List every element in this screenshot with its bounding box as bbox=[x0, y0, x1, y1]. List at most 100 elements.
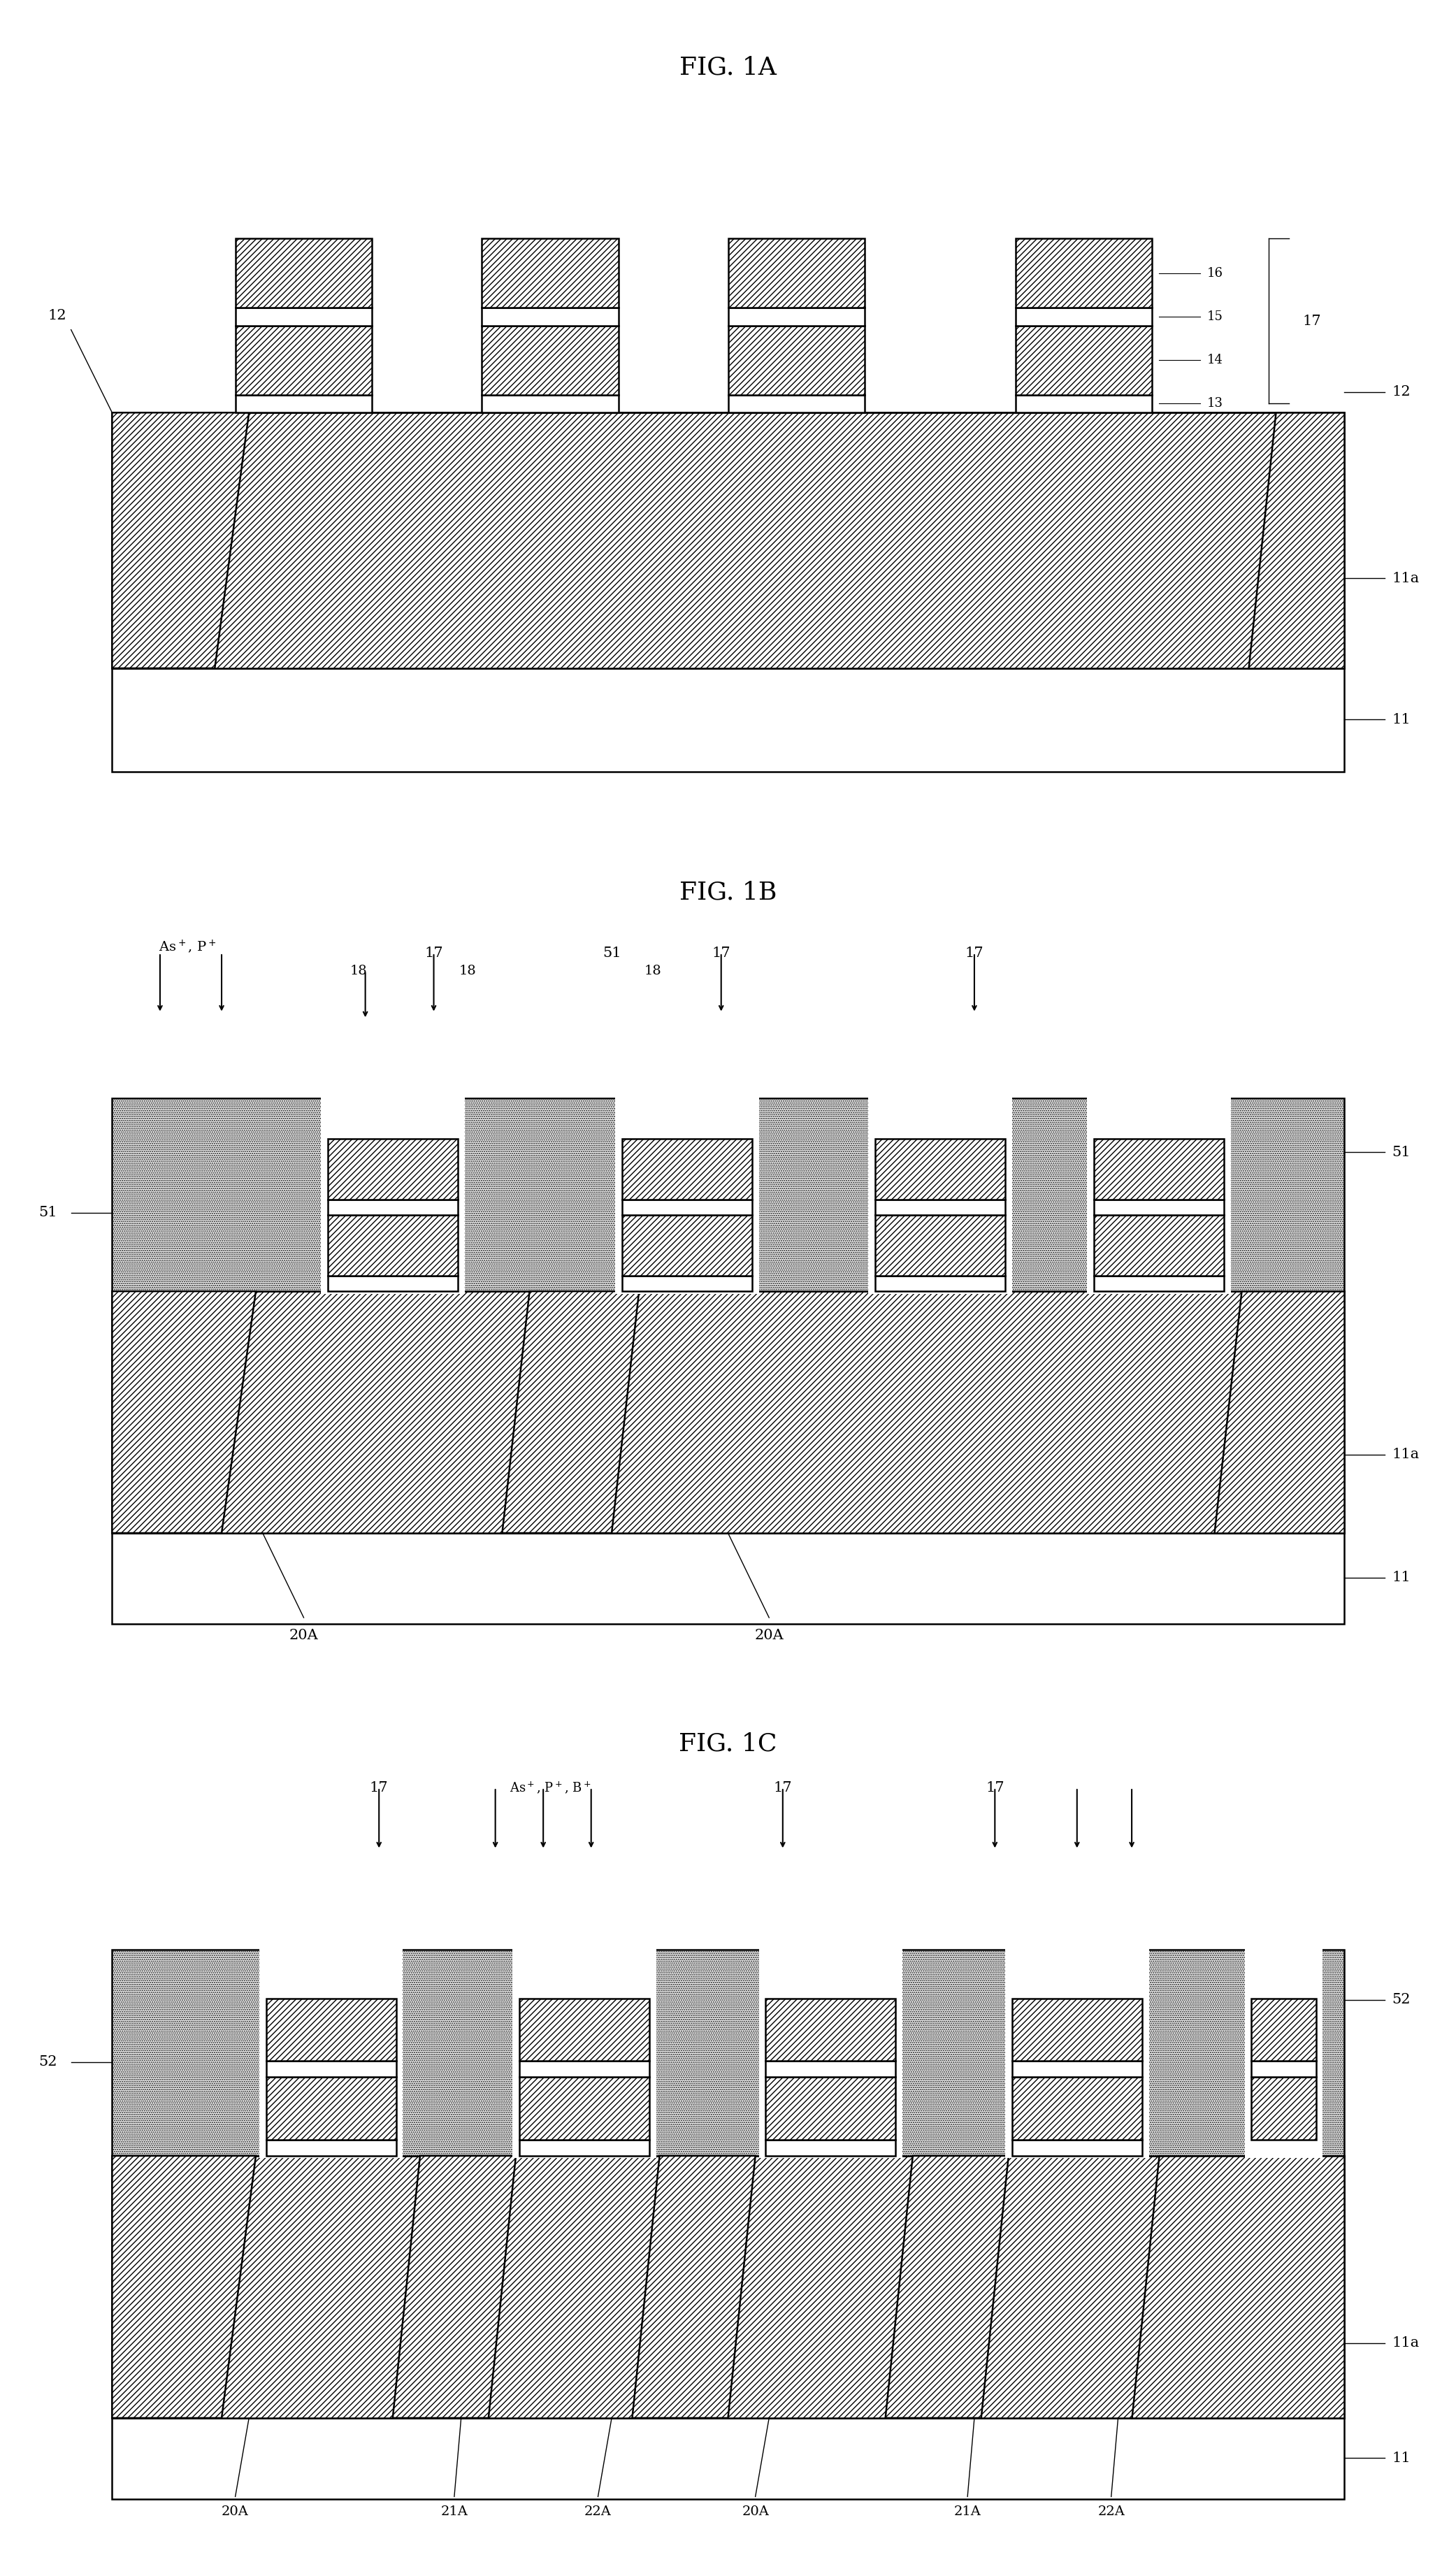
Text: 17: 17 bbox=[965, 945, 984, 958]
Polygon shape bbox=[1248, 412, 1344, 667]
Bar bbox=[1015, 394, 1152, 412]
Text: 52: 52 bbox=[39, 2056, 57, 2069]
Text: 11a: 11a bbox=[1392, 572, 1420, 585]
Bar bbox=[1012, 2061, 1142, 2076]
Bar bbox=[1012, 1999, 1142, 2061]
Bar bbox=[766, 2061, 895, 2076]
Text: 51: 51 bbox=[603, 945, 620, 958]
Bar bbox=[614, 1095, 759, 1293]
Bar bbox=[236, 307, 373, 325]
Bar bbox=[320, 1095, 464, 1293]
Bar bbox=[766, 2141, 895, 2156]
Bar bbox=[236, 325, 373, 394]
Bar bbox=[622, 1200, 751, 1216]
Text: As$^+$, P$^+$, B$^+$: As$^+$, P$^+$, B$^+$ bbox=[510, 1780, 591, 1795]
Text: 20A: 20A bbox=[221, 2506, 249, 2517]
Bar bbox=[622, 1139, 751, 1200]
Text: 22A: 22A bbox=[1098, 2506, 1125, 2517]
Text: 17: 17 bbox=[370, 1780, 389, 1795]
Text: 17: 17 bbox=[425, 945, 443, 958]
Bar bbox=[1245, 1945, 1322, 2159]
Bar bbox=[759, 1945, 903, 2159]
Bar bbox=[1015, 240, 1152, 307]
Polygon shape bbox=[393, 2156, 515, 2419]
Polygon shape bbox=[112, 2156, 256, 2419]
Polygon shape bbox=[1214, 1291, 1344, 1533]
Polygon shape bbox=[502, 1291, 639, 1533]
Text: 52: 52 bbox=[1392, 1994, 1411, 2007]
Polygon shape bbox=[885, 2156, 1009, 2419]
Bar bbox=[236, 240, 373, 307]
Polygon shape bbox=[112, 1291, 256, 1533]
Polygon shape bbox=[632, 2156, 756, 2419]
Bar bbox=[520, 1999, 649, 2061]
Text: 22A: 22A bbox=[584, 2506, 612, 2517]
Text: 11a: 11a bbox=[1392, 2336, 1420, 2349]
Text: 12: 12 bbox=[48, 309, 67, 322]
Bar bbox=[728, 240, 865, 307]
Bar bbox=[622, 1275, 751, 1291]
Bar bbox=[520, 2076, 649, 2141]
Bar bbox=[266, 2076, 396, 2141]
Bar bbox=[112, 2419, 1344, 2499]
Polygon shape bbox=[112, 412, 249, 667]
Bar bbox=[875, 1275, 1005, 1291]
Text: 20A: 20A bbox=[754, 1628, 783, 1643]
Bar bbox=[112, 1533, 1344, 1623]
Text: 17: 17 bbox=[1303, 314, 1322, 327]
Text: 18: 18 bbox=[521, 2056, 539, 2069]
Text: 20A: 20A bbox=[290, 1628, 319, 1643]
Text: 18: 18 bbox=[349, 963, 367, 976]
Bar bbox=[328, 1275, 457, 1291]
Bar bbox=[1093, 1275, 1224, 1291]
Bar bbox=[520, 2141, 649, 2156]
Text: 51: 51 bbox=[39, 1206, 57, 1218]
Text: 11: 11 bbox=[1392, 2452, 1411, 2465]
Bar bbox=[482, 240, 619, 307]
Text: 21A: 21A bbox=[954, 2506, 981, 2517]
Bar bbox=[1088, 1095, 1230, 1293]
Text: 17: 17 bbox=[986, 1780, 1005, 1795]
Bar bbox=[482, 325, 619, 394]
Bar bbox=[112, 2156, 1344, 2419]
Bar bbox=[1012, 2076, 1142, 2141]
Bar bbox=[266, 2061, 396, 2076]
Bar bbox=[766, 2076, 895, 2141]
Bar bbox=[1093, 1200, 1224, 1216]
Bar bbox=[112, 667, 1344, 773]
Polygon shape bbox=[1131, 2156, 1344, 2419]
Bar bbox=[266, 1999, 396, 2061]
Text: FIG. 1A: FIG. 1A bbox=[680, 54, 776, 80]
Bar bbox=[112, 412, 1344, 667]
Bar bbox=[1012, 2141, 1142, 2156]
Bar bbox=[1093, 1139, 1224, 1200]
Text: 12: 12 bbox=[1392, 386, 1411, 399]
Text: 18: 18 bbox=[644, 963, 661, 976]
Bar bbox=[622, 1216, 751, 1275]
Bar bbox=[875, 1139, 1005, 1200]
Bar bbox=[1252, 2061, 1316, 2076]
Text: FIG. 1C: FIG. 1C bbox=[678, 1731, 778, 1757]
Bar bbox=[112, 1097, 1344, 1291]
Text: 11a: 11a bbox=[1392, 1448, 1420, 1461]
Bar bbox=[482, 307, 619, 325]
Bar bbox=[112, 1950, 1344, 2156]
Bar bbox=[875, 1216, 1005, 1275]
Bar bbox=[328, 1139, 457, 1200]
Bar bbox=[766, 1999, 895, 2061]
Text: FIG. 1B: FIG. 1B bbox=[680, 881, 776, 904]
Text: 17: 17 bbox=[712, 945, 731, 958]
Text: 21A: 21A bbox=[441, 2506, 467, 2517]
Bar bbox=[728, 325, 865, 394]
Text: 17: 17 bbox=[773, 1780, 792, 1795]
Bar bbox=[513, 1945, 657, 2159]
Bar bbox=[328, 1200, 457, 1216]
Text: 11: 11 bbox=[1392, 1571, 1411, 1584]
Text: 11: 11 bbox=[1392, 714, 1411, 726]
Bar bbox=[1015, 325, 1152, 394]
Bar bbox=[868, 1095, 1012, 1293]
Bar bbox=[112, 1291, 1344, 1533]
Text: 15: 15 bbox=[1207, 309, 1223, 322]
Text: 16: 16 bbox=[1207, 268, 1223, 278]
Text: 51: 51 bbox=[1392, 1146, 1411, 1159]
